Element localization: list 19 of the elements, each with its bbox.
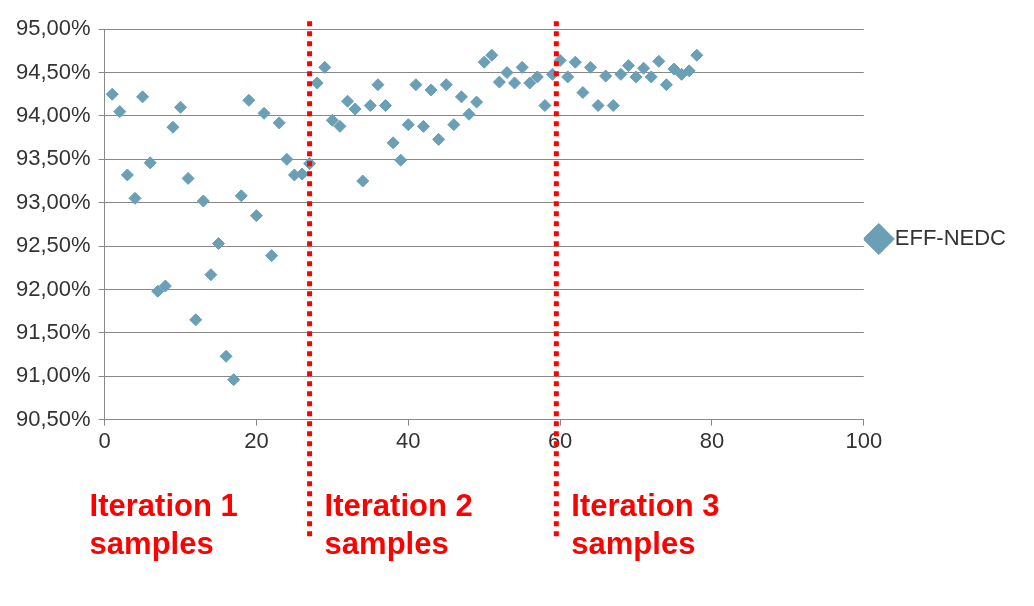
x-tick-label: 40 xyxy=(396,427,421,453)
x-tick-label: 20 xyxy=(244,427,269,453)
y-tick-label: 93,00% xyxy=(15,188,91,214)
y-tick-label: 90,50% xyxy=(15,405,91,431)
y-tick-label: 92,00% xyxy=(15,275,91,301)
x-tick-label: 0 xyxy=(98,427,111,453)
y-tick-label: 95,00% xyxy=(15,15,91,41)
y-tick-label: 94,00% xyxy=(15,102,91,128)
y-tick-label: 93,50% xyxy=(15,145,91,171)
x-tick-label: 80 xyxy=(699,427,725,453)
y-tick-label: 94,50% xyxy=(15,58,91,84)
text: Iteration 3 samples xyxy=(571,487,720,561)
y-tick-label: 91,00% xyxy=(15,362,91,388)
text: Iteration 2 samples xyxy=(324,487,473,561)
x-tick-label: 100 xyxy=(845,427,883,453)
text: Iteration 1 samples xyxy=(89,487,238,561)
legend-label: EFF-NEDC xyxy=(894,225,1007,251)
y-tick-label: 92,50% xyxy=(15,232,91,258)
y-tick-label: 91,50% xyxy=(15,318,91,344)
